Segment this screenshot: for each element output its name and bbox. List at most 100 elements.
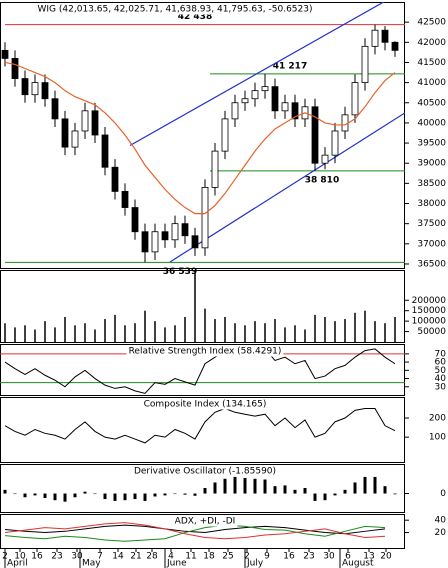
bar (123, 493, 127, 501)
candle-body (61, 118, 69, 148)
bar (93, 493, 97, 495)
panel-title: ADX, +DI, -DI (175, 517, 236, 527)
bar (74, 325, 76, 342)
candle-body (391, 41, 399, 51)
indicator-line (4, 522, 386, 540)
candle-body (291, 102, 299, 120)
bar (203, 488, 207, 494)
bar (294, 325, 296, 342)
candle-body (151, 231, 159, 253)
candle-body (131, 207, 139, 233)
bar (223, 478, 227, 494)
bar (94, 329, 96, 342)
candle-body (311, 106, 319, 164)
bar (194, 271, 196, 342)
bar (284, 327, 286, 342)
bar (393, 493, 397, 495)
bar (324, 316, 326, 342)
y-tick-label: 70 (435, 349, 447, 359)
bar (64, 316, 66, 342)
indicator-line (4, 524, 386, 542)
bar (353, 482, 357, 494)
bar (354, 312, 356, 342)
panel-frame (0, 464, 405, 513)
panel-frame (0, 2, 405, 269)
x-tick-label: 13 (363, 552, 374, 562)
candle-body (191, 235, 199, 249)
panel-title: WIG (42,013.65, 42,025.71, 41,638.93, 41… (38, 5, 313, 15)
y-tick-label: 37000 (417, 239, 446, 249)
bar (263, 479, 267, 494)
title-background (172, 516, 238, 527)
bar (73, 493, 77, 498)
panel-title: Relative Strength Index (58.4291) (129, 347, 282, 357)
bar (253, 478, 257, 494)
bar (173, 493, 177, 495)
x-tick-label: 14 (112, 552, 124, 562)
candle-body (1, 49, 9, 59)
bar (193, 493, 197, 496)
panel-frame (0, 344, 405, 396)
x-tick-label: 18 (203, 552, 215, 562)
month-label: July (246, 559, 264, 568)
bar (34, 329, 36, 342)
bar (134, 323, 136, 342)
bar (363, 476, 367, 494)
bar (313, 493, 317, 501)
y-tick-label: 39000 (417, 159, 446, 169)
candle-body (221, 118, 229, 152)
bar (333, 493, 337, 496)
bar (143, 493, 147, 501)
bar (364, 310, 366, 342)
bar (53, 493, 57, 501)
bar (334, 321, 336, 342)
bar (103, 493, 107, 500)
y-tick-label: 40 (435, 516, 447, 526)
candle-body (261, 86, 269, 92)
x-tick-label: 20 (380, 552, 392, 562)
bar (44, 321, 46, 342)
bar (214, 319, 216, 342)
bar (104, 319, 106, 342)
bar (373, 476, 377, 494)
bar (274, 319, 276, 342)
y-tick-label: 100000 (412, 317, 447, 327)
bar (133, 493, 137, 500)
y-tick-label: 200 (429, 414, 446, 424)
bar (164, 327, 166, 342)
x-tick-label: 23 (303, 552, 314, 562)
x-tick-label: 28 (146, 552, 158, 562)
y-tick-label: 41000 (417, 78, 446, 88)
x-tick-label: 16 (31, 552, 43, 562)
candle-body (11, 58, 19, 79)
x-tick-label: 9 (264, 552, 270, 562)
moving-average (4, 61, 396, 215)
candle-body (341, 114, 349, 132)
bar (23, 493, 27, 498)
y-tick-label: 39500 (417, 139, 446, 149)
bar (83, 491, 87, 494)
candle-body (211, 150, 219, 188)
indicator-line (4, 407, 396, 444)
candle-body (361, 45, 369, 84)
bar (13, 493, 17, 495)
y-tick-label: 40500 (417, 98, 446, 108)
bar (264, 323, 266, 342)
bar (394, 316, 396, 342)
trend-line (169, 112, 405, 263)
bar (233, 476, 237, 494)
candle-body (121, 191, 129, 208)
bar (224, 316, 226, 342)
candle-body (141, 231, 149, 253)
candle-body (201, 186, 209, 249)
bar (183, 493, 187, 495)
bar (293, 489, 297, 494)
bar (343, 489, 347, 494)
bar (213, 482, 217, 494)
y-tick-label: 200000 (412, 296, 447, 306)
bar (244, 325, 246, 342)
bar (344, 319, 346, 342)
candle-body (371, 29, 379, 47)
bar (174, 325, 176, 342)
